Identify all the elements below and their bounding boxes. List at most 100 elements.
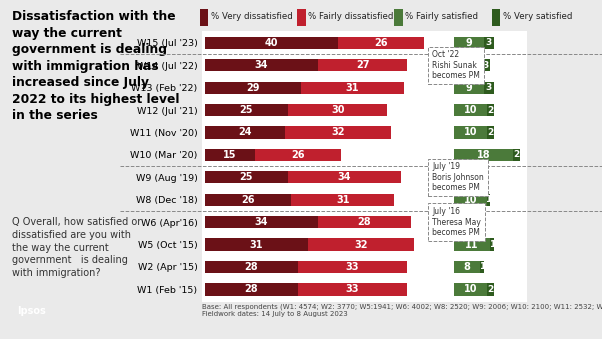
Bar [454, 149, 514, 161]
Bar [487, 283, 494, 296]
Text: 26: 26 [291, 150, 305, 160]
Text: 2: 2 [487, 285, 494, 294]
Text: 1: 1 [479, 262, 485, 272]
Text: 33: 33 [346, 262, 359, 272]
Bar [454, 81, 483, 94]
Text: 1: 1 [479, 218, 485, 227]
Bar [514, 149, 520, 161]
Text: 25: 25 [240, 172, 253, 182]
Bar [394, 9, 403, 26]
Text: 1: 1 [485, 195, 492, 204]
Text: 26: 26 [374, 38, 388, 48]
Text: 27: 27 [356, 60, 369, 70]
Text: 28: 28 [358, 217, 371, 227]
Bar [490, 238, 494, 251]
Bar [480, 261, 483, 273]
Bar [454, 59, 480, 72]
Bar [205, 104, 288, 116]
Bar [480, 216, 483, 228]
Bar [454, 126, 487, 139]
Bar [297, 9, 306, 26]
Bar [205, 37, 338, 49]
Text: 11: 11 [465, 240, 479, 250]
Text: 26: 26 [241, 195, 255, 205]
Bar [454, 171, 480, 183]
Text: 8: 8 [464, 262, 471, 272]
Bar [454, 104, 487, 116]
Text: 2: 2 [487, 128, 494, 137]
Bar [255, 149, 341, 161]
Text: 34: 34 [338, 172, 351, 182]
Text: Dissatisfaction with the
way the current
government is dealing
with immigration : Dissatisfaction with the way the current… [12, 10, 179, 122]
Bar [318, 216, 411, 228]
Text: 33: 33 [346, 284, 359, 294]
Text: Ipsos: Ipsos [17, 305, 46, 316]
Bar [205, 194, 291, 206]
Text: 2: 2 [487, 105, 494, 115]
Text: 15: 15 [223, 150, 237, 160]
Bar [205, 59, 318, 72]
Bar [487, 126, 494, 139]
Text: 8: 8 [464, 217, 471, 227]
Bar [318, 59, 408, 72]
Text: Oct '22
Rishi Sunak
becomes PM: Oct '22 Rishi Sunak becomes PM [432, 51, 480, 80]
Text: 32: 32 [331, 127, 344, 138]
Bar [205, 216, 318, 228]
Bar [454, 283, 487, 296]
Bar [487, 104, 494, 116]
Bar [483, 37, 494, 49]
Text: 10: 10 [464, 127, 477, 138]
Text: 3: 3 [482, 61, 488, 70]
Text: 30: 30 [331, 105, 344, 115]
Bar [454, 238, 490, 251]
Text: 3: 3 [485, 83, 492, 92]
Text: 25: 25 [240, 105, 253, 115]
Text: 28: 28 [244, 262, 258, 272]
Text: 9: 9 [465, 38, 472, 48]
Bar [454, 194, 487, 206]
Bar [205, 149, 255, 161]
Text: 1: 1 [479, 173, 485, 182]
Text: 10: 10 [464, 105, 477, 115]
Bar [480, 59, 490, 72]
Bar [205, 126, 285, 139]
Text: 40: 40 [265, 38, 278, 48]
Text: 3: 3 [485, 38, 492, 47]
Text: 34: 34 [255, 217, 268, 227]
Text: % Very satisfied: % Very satisfied [503, 12, 572, 21]
Text: 28: 28 [244, 284, 258, 294]
Text: 32: 32 [354, 240, 368, 250]
Text: 10: 10 [464, 284, 477, 294]
Text: July '19
Boris Johnson
becomes PM: July '19 Boris Johnson becomes PM [432, 162, 484, 192]
Text: 8: 8 [464, 172, 471, 182]
Bar [288, 104, 388, 116]
Bar [285, 126, 391, 139]
Text: 29: 29 [246, 83, 260, 93]
Text: 31: 31 [336, 195, 349, 205]
Bar [487, 194, 490, 206]
Bar [480, 171, 483, 183]
Bar [454, 216, 480, 228]
Bar [301, 81, 404, 94]
Text: July '16
Theresa May
becomes PM: July '16 Theresa May becomes PM [432, 207, 481, 237]
Bar [308, 238, 414, 251]
Text: 31: 31 [346, 83, 359, 93]
Bar [205, 283, 298, 296]
Text: % Fairly satisfied: % Fairly satisfied [405, 12, 479, 21]
Bar [205, 171, 288, 183]
Bar [454, 37, 483, 49]
Text: 24: 24 [238, 127, 252, 138]
Bar [200, 9, 208, 26]
Bar [205, 261, 298, 273]
Bar [298, 261, 408, 273]
Bar [288, 171, 401, 183]
Text: 8: 8 [464, 60, 471, 70]
Text: 1: 1 [489, 240, 495, 249]
Bar [205, 81, 301, 94]
Text: 10: 10 [464, 195, 477, 205]
Bar [338, 37, 424, 49]
Bar [454, 261, 480, 273]
Text: 18: 18 [477, 150, 491, 160]
Text: Base: All respondents (W1: 4574; W2: 3770; W5:1941; W6: 4002; W8: 2520; W9: 2006: Base: All respondents (W1: 4574; W2: 377… [202, 304, 602, 317]
Bar [483, 81, 494, 94]
